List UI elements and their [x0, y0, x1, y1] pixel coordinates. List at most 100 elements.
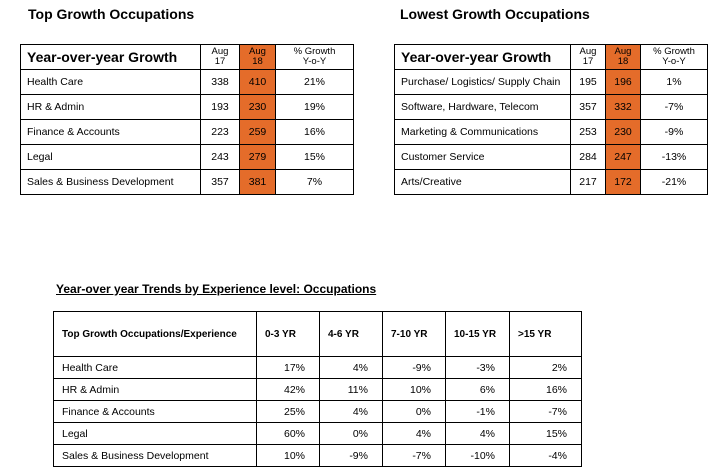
trend-value: -3%: [445, 356, 510, 379]
top-growth-table: Year-over-year Growth Aug 17 Aug 18 % Gr…: [20, 44, 354, 195]
occupation-name: Health Care: [53, 356, 257, 379]
growth-value: 21%: [275, 69, 354, 95]
trend-value: -7%: [382, 444, 446, 467]
occupation-name: Health Care: [20, 69, 201, 95]
trend-value: -7%: [509, 400, 582, 423]
aug17-value: 193: [200, 94, 240, 120]
trend-value: 60%: [256, 422, 320, 445]
growth-value: -9%: [640, 119, 708, 145]
header-label: Year-over-year Growth: [20, 44, 201, 70]
aug17-value: 195: [570, 69, 606, 95]
table-row: Customer Service 284 247 -13%: [394, 144, 708, 170]
trend-value: -9%: [382, 356, 446, 379]
aug18-value: 332: [605, 94, 641, 120]
header-aug17-line2: 17: [582, 56, 594, 67]
trend-value: 25%: [256, 400, 320, 423]
growth-value: 15%: [275, 144, 354, 170]
occupation-name: Legal: [20, 144, 201, 170]
header-aug18: Aug 18: [239, 44, 276, 70]
growth-value: -13%: [640, 144, 708, 170]
header-growth-line1: % Growth: [293, 46, 336, 57]
occupation-name: Finance & Accounts: [20, 119, 201, 145]
trend-value: 10%: [382, 378, 446, 401]
column-header: Top Growth Occupations/Experience: [53, 311, 257, 357]
occupation-name: Legal: [53, 422, 257, 445]
table-header-row: Year-over-year Growth Aug 17 Aug 18 % Gr…: [394, 44, 708, 70]
aug18-value: 196: [605, 69, 641, 95]
header-label: Year-over-year Growth: [394, 44, 571, 70]
table-row: Health Care 338 410 21%: [20, 69, 354, 95]
table-row: Finance & Accounts 25% 4% 0% -1% -7%: [53, 400, 582, 423]
occupation-name: Software, Hardware, Telecom: [394, 94, 571, 120]
table-row: Marketing & Communications 253 230 -9%: [394, 119, 708, 145]
table-row: Software, Hardware, Telecom 357 332 -7%: [394, 94, 708, 120]
occupation-name: Customer Service: [394, 144, 571, 170]
aug17-value: 243: [200, 144, 240, 170]
table-row: Legal 243 279 15%: [20, 144, 354, 170]
table-row: HR & Admin 193 230 19%: [20, 94, 354, 120]
trend-value: -9%: [319, 444, 383, 467]
table-row: Finance & Accounts 223 259 16%: [20, 119, 354, 145]
growth-value: -7%: [640, 94, 708, 120]
occupation-name: Marketing & Communications: [394, 119, 571, 145]
aug18-value: 230: [239, 94, 276, 120]
trend-value: 15%: [509, 422, 582, 445]
trend-value: 42%: [256, 378, 320, 401]
trend-value: -10%: [445, 444, 510, 467]
header-aug17-line1: Aug: [211, 46, 229, 57]
lowest-growth-title: Lowest Growth Occupations: [400, 6, 590, 22]
occupation-name: Purchase/ Logistics/ Supply Chain: [394, 69, 571, 95]
aug18-value: 259: [239, 119, 276, 145]
occupation-name: Arts/Creative: [394, 169, 571, 195]
occupation-name: Sales & Business Development: [53, 444, 257, 467]
header-aug17-line2: 17: [214, 56, 226, 67]
aug18-value: 381: [239, 169, 276, 195]
top-growth-title: Top Growth Occupations: [28, 6, 195, 22]
aug17-value: 338: [200, 69, 240, 95]
header-aug17-line1: Aug: [579, 46, 597, 57]
occupation-name: Sales & Business Development: [20, 169, 201, 195]
aug18-value: 410: [239, 69, 276, 95]
trend-value: 4%: [382, 422, 446, 445]
column-header: 10-15 YR: [445, 311, 510, 357]
header-growth: % Growth Y-o-Y: [640, 44, 708, 70]
aug18-value: 230: [605, 119, 641, 145]
occupation-name: HR & Admin: [20, 94, 201, 120]
trend-value: 10%: [256, 444, 320, 467]
header-aug18-line2: 18: [617, 56, 629, 67]
aug17-value: 284: [570, 144, 606, 170]
column-header: 4-6 YR: [319, 311, 383, 357]
header-aug18: Aug 18: [605, 44, 641, 70]
aug18-value: 279: [239, 144, 276, 170]
table-row: Health Care 17% 4% -9% -3% 2%: [53, 356, 582, 379]
table-row: Sales & Business Development 357 381 7%: [20, 169, 354, 195]
trend-value: 4%: [319, 356, 383, 379]
column-header: >15 YR: [509, 311, 582, 357]
table-header-row: Year-over-year Growth Aug 17 Aug 18 % Gr…: [20, 44, 354, 70]
header-growth-line2: Y-o-Y: [302, 56, 327, 67]
occupation-name: HR & Admin: [53, 378, 257, 401]
trend-value: 2%: [509, 356, 582, 379]
growth-value: 1%: [640, 69, 708, 95]
header-growth: % Growth Y-o-Y: [275, 44, 354, 70]
aug17-value: 357: [200, 169, 240, 195]
column-header: 7-10 YR: [382, 311, 446, 357]
growth-value: -21%: [640, 169, 708, 195]
table-row: Arts/Creative 217 172 -21%: [394, 169, 708, 195]
growth-value: 19%: [275, 94, 354, 120]
occupation-name: Finance & Accounts: [53, 400, 257, 423]
header-growth-line2: Y-o-Y: [662, 56, 686, 67]
table-row: HR & Admin 42% 11% 10% 6% 16%: [53, 378, 582, 401]
header-aug17: Aug 17: [570, 44, 606, 70]
table-row: Sales & Business Development 10% -9% -7%…: [53, 444, 582, 467]
column-header: 0-3 YR: [256, 311, 320, 357]
header-aug17: Aug 17: [200, 44, 240, 70]
aug17-value: 223: [200, 119, 240, 145]
table-header-row: Top Growth Occupations/Experience 0-3 YR…: [53, 311, 582, 357]
experience-trends-title: Year-over year Trends by Experience leve…: [56, 282, 377, 296]
trend-value: -4%: [509, 444, 582, 467]
table-row: Purchase/ Logistics/ Supply Chain 195 19…: [394, 69, 708, 95]
aug17-value: 253: [570, 119, 606, 145]
experience-trends-table: Top Growth Occupations/Experience 0-3 YR…: [53, 311, 582, 467]
header-aug18-line1: Aug: [614, 46, 632, 57]
